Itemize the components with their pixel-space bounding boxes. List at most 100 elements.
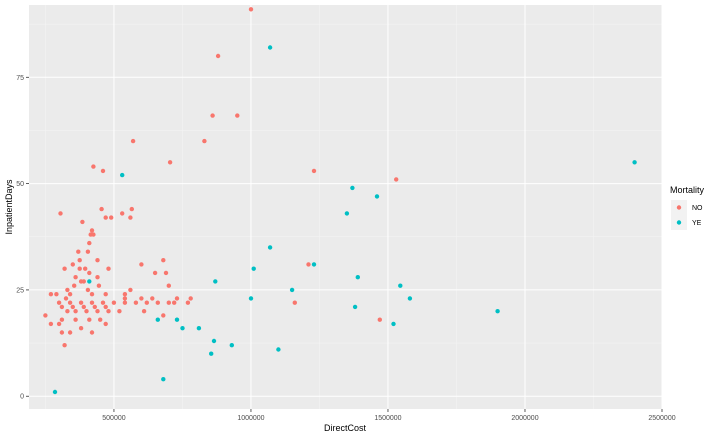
point-no [139, 262, 144, 267]
point-no [122, 292, 128, 297]
point-no [100, 168, 106, 174]
point-no [141, 309, 147, 314]
point-no [73, 309, 78, 314]
point-ye [398, 283, 403, 288]
point-ye [276, 347, 281, 352]
point-no [77, 266, 82, 271]
point-no [96, 283, 102, 288]
point-no [48, 321, 54, 327]
point-no [117, 309, 122, 314]
point-no [128, 287, 133, 293]
point-no [120, 211, 125, 216]
point-no [72, 283, 77, 288]
x-tick-label: 500000 [102, 415, 125, 422]
y-tick-label: 25 [16, 287, 24, 294]
x-tick-label: 1000000 [237, 415, 264, 422]
point-no [85, 249, 91, 254]
point-no [306, 262, 311, 267]
point-no [161, 258, 166, 263]
point-ye [267, 45, 273, 50]
point-no [188, 296, 193, 301]
point-no [59, 317, 65, 322]
point-ye [251, 266, 256, 271]
plot-panel [29, 5, 662, 409]
point-no [78, 300, 84, 305]
point-no [185, 300, 191, 305]
point-ye [120, 172, 125, 178]
point-ye [174, 317, 180, 322]
point-ye [209, 351, 214, 356]
point-no [89, 228, 95, 233]
point-no [48, 292, 54, 297]
x-tick-label: 2000000 [511, 415, 538, 422]
point-no [248, 7, 254, 12]
point-no [95, 309, 100, 314]
legend-title: Mortality [670, 185, 705, 195]
point-no [163, 270, 169, 276]
x-tick-label: 2500000 [648, 415, 675, 422]
point-no [91, 164, 96, 169]
point-ye [229, 343, 234, 348]
point-no [215, 53, 221, 59]
point-no [81, 304, 87, 310]
point-no [166, 283, 171, 288]
data-points [43, 7, 637, 395]
y-tick-label: 75 [16, 75, 24, 82]
point-ye [267, 245, 273, 250]
point-no [59, 330, 65, 335]
point-no [70, 262, 76, 267]
legend-label-no: NO [692, 205, 703, 212]
point-no [56, 321, 62, 327]
point-no [377, 317, 382, 322]
point-no [87, 317, 92, 322]
point-no [62, 343, 67, 348]
point-ye [374, 194, 380, 199]
point-ye [344, 211, 350, 216]
point-ye [155, 317, 160, 322]
point-no [95, 258, 100, 263]
point-no [103, 304, 108, 310]
point-no [292, 300, 297, 305]
point-ye [213, 279, 218, 284]
point-no [139, 296, 144, 301]
point-no [62, 266, 67, 271]
point-no [89, 300, 95, 305]
point-no [122, 300, 128, 305]
point-no [174, 296, 180, 301]
point-ye [632, 160, 637, 165]
point-no [67, 300, 73, 305]
point-no [84, 309, 89, 314]
point-no [83, 266, 88, 271]
point-no [89, 330, 95, 335]
legend-key-no [676, 205, 682, 210]
y-axis-title: InpatientDays [4, 179, 14, 235]
point-no [80, 219, 85, 225]
x-axis-title: DirectCost [324, 423, 367, 433]
point-ye [495, 309, 500, 314]
point-no [81, 279, 87, 284]
point-no [58, 211, 63, 216]
point-no [103, 215, 108, 220]
point-ye [350, 185, 355, 191]
point-no [59, 304, 65, 310]
point-no [150, 296, 155, 301]
point-no [98, 317, 103, 322]
point-no [130, 138, 136, 144]
point-no [202, 138, 207, 144]
point-ye [196, 326, 202, 331]
point-no [73, 275, 78, 280]
point-no [235, 113, 240, 118]
point-no [128, 215, 133, 220]
point-no [43, 313, 48, 318]
point-no [95, 275, 100, 280]
point-no [85, 287, 91, 293]
legend: Mortality NO YE [670, 185, 705, 230]
point-no [166, 300, 171, 305]
point-no [67, 330, 73, 335]
point-ye [352, 304, 358, 310]
point-no [103, 292, 108, 297]
point-no [63, 296, 69, 301]
point-ye [180, 326, 185, 331]
point-no [73, 317, 78, 322]
